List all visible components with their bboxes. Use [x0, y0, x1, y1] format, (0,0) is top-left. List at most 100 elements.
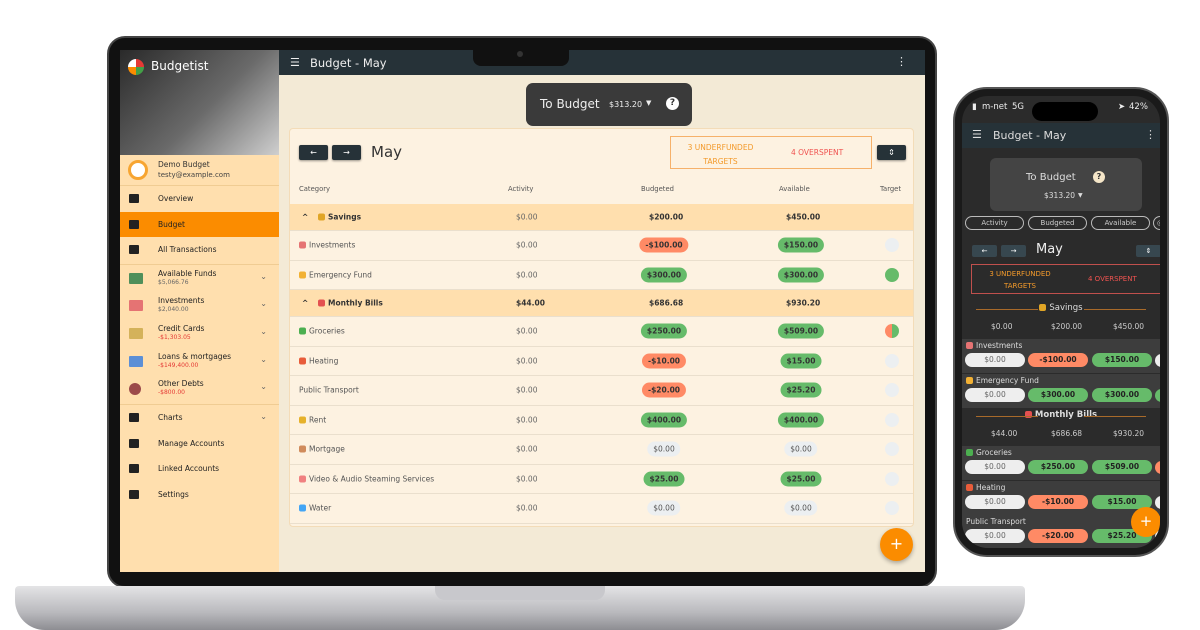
target-indicator[interactable]	[885, 412, 899, 427]
budgeted-input[interactable]: $0.00	[647, 441, 681, 457]
target-indicator[interactable]	[885, 353, 899, 368]
sidebar-item-settings[interactable]: Settings	[120, 482, 279, 507]
prev-month-button[interactable]: ←	[299, 145, 328, 160]
category-group-row[interactable]: ^ Savings $0.00 $200.00 $450.00	[290, 204, 913, 231]
target-indicator[interactable]	[885, 324, 899, 339]
prev-month-button[interactable]: ←	[972, 245, 997, 257]
budgeted-input[interactable]: -$20.00	[1028, 529, 1088, 543]
expand-collapse-button[interactable]: ⇕	[877, 145, 906, 160]
target-indicator[interactable]	[1155, 495, 1160, 509]
target-indicator[interactable]	[885, 238, 899, 253]
caret-down-icon[interactable]: ▼	[646, 99, 652, 107]
category-row[interactable]: Investments $0.00 -$100.00 $150.00	[290, 231, 913, 261]
hamburger-menu-icon[interactable]: ☰	[290, 56, 300, 69]
hamburger-menu-icon[interactable]: ☰	[972, 128, 982, 141]
category-row[interactable]: Groceries $0.00 $250.00 $509.00	[962, 446, 1160, 480]
underfunded-targets-alert[interactable]: 3 UNDERFUNDED TARGETS	[989, 270, 1051, 290]
category-row[interactable]: Mortgage $0.00 $0.00 $0.00	[290, 435, 913, 465]
budgeted-input[interactable]: -$10.00	[1028, 494, 1088, 509]
category-row[interactable]: Heating $0.00 -$10.00 $15.00	[290, 347, 913, 376]
target-indicator[interactable]	[1155, 354, 1160, 367]
target-indicator[interactable]	[1155, 461, 1160, 474]
budgeted-input[interactable]: $400.00	[640, 412, 688, 428]
budgeted-input[interactable]: -$20.00	[641, 382, 687, 398]
category-row[interactable]: Groceries $0.00 $250.00 $509.00	[290, 317, 913, 347]
caret-down-icon[interactable]: ▼	[1078, 192, 1083, 199]
month-title: May	[371, 143, 403, 161]
help-icon[interactable]: ?	[666, 97, 679, 110]
category-group-header[interactable]: Monthly Bills	[962, 410, 1160, 420]
chevron-down-icon[interactable]: ⌄	[260, 382, 267, 392]
budgeted-input[interactable]: -$10.00	[641, 353, 687, 369]
chevron-down-icon[interactable]: ⌄	[260, 354, 267, 364]
target-indicator[interactable]	[885, 383, 899, 398]
category-row[interactable]: Emergency Fund $0.00 $300.00 $300.00	[290, 261, 913, 290]
add-fab-button[interactable]: +	[1131, 507, 1160, 537]
budgeted-input[interactable]: $250.00	[1028, 460, 1088, 474]
category-row[interactable]: Water $0.00 $0.00 $0.00	[290, 494, 913, 524]
to-budget-panel[interactable]: To Budget ? $313.20 ▼	[990, 158, 1142, 211]
overspent-alert[interactable]: 4 OVERSPENT	[791, 148, 844, 157]
next-month-button[interactable]: →	[332, 145, 361, 160]
sidebar-item-linked-accounts[interactable]: Linked Accounts	[120, 456, 279, 481]
budgeted-input[interactable]: $300.00	[640, 267, 688, 283]
category-row[interactable]: Investments $0.00 -$100.00 $150.00	[962, 339, 1160, 373]
target-indicator[interactable]	[885, 471, 899, 486]
app-name: Budgetist	[151, 59, 209, 73]
category-row[interactable]: Heating $0.00 -$10.00 $15.00	[962, 480, 1160, 515]
budgeted-input[interactable]: $0.00	[647, 500, 681, 516]
category-group-row[interactable]: ^ Monthly Bills $44.00 $686.68 $930.20	[290, 290, 913, 317]
chevron-down-icon[interactable]: ⌄	[260, 326, 267, 336]
add-fab-button[interactable]: +	[880, 528, 913, 561]
next-month-button[interactable]: →	[1001, 245, 1026, 257]
chevron-up-icon[interactable]: ^	[302, 298, 309, 308]
chip-available[interactable]: Available	[1091, 216, 1150, 230]
sidebar-item-charts[interactable]: Charts ⌄	[120, 405, 279, 430]
sidebar-account-credit-cards[interactable]: Credit Cards -$1,303.05 ⌄	[120, 320, 279, 348]
target-indicator[interactable]	[1155, 530, 1160, 543]
sidebar-item-all-transactions[interactable]: All Transactions	[120, 237, 279, 262]
droplet-icon	[299, 504, 306, 512]
more-vert-icon[interactable]: ⋮	[1145, 128, 1156, 141]
sidebar-account-investments[interactable]: Investments $2,040.00 ⌄	[120, 292, 279, 320]
help-icon[interactable]: ?	[1093, 171, 1105, 183]
sidebar-item-overview[interactable]: Overview	[120, 186, 279, 211]
budgeted-input[interactable]: -$100.00	[1028, 353, 1088, 367]
category-group-header[interactable]: Savings	[962, 303, 1160, 313]
sidebar-item-budget[interactable]: Budget	[120, 211, 279, 237]
category-row[interactable]: Emergency Fund $0.00 $300.00 $300.00	[962, 373, 1160, 408]
more-vert-icon[interactable]: ⋮	[896, 55, 907, 68]
category-row[interactable]: Public Transport $0.00 -$20.00 $25.20	[290, 376, 913, 406]
user-profile[interactable]: Demo Budget testy@example.com	[120, 155, 279, 186]
budgeted-input[interactable]: -$100.00	[639, 237, 689, 253]
alerts-banner[interactable]: 3 UNDERFUNDED TARGETS 4 OVERSPENT	[670, 136, 872, 169]
chevron-down-icon[interactable]: ⌄	[260, 271, 267, 281]
underfunded-targets-alert[interactable]: 3 UNDERFUNDED TARGETS	[687, 143, 754, 166]
group-available: $450.00	[1113, 322, 1145, 331]
sidebar-account-other-debts[interactable]: Other Debts -$800.00 ⌄	[120, 375, 279, 403]
category-row[interactable]: Rent $0.00 $400.00 $400.00	[290, 406, 913, 435]
alerts-banner[interactable]: 3 UNDERFUNDED TARGETS 4 OVERSPENT	[971, 264, 1160, 294]
budgeted-input[interactable]: $25.00	[643, 471, 685, 487]
target-indicator[interactable]	[885, 442, 899, 457]
chip-budgeted[interactable]: Budgeted	[1028, 216, 1087, 230]
to-budget-panel[interactable]: To Budget $313.20 ▼ ?	[526, 83, 692, 126]
chip-activity[interactable]: Activity	[965, 216, 1024, 230]
sidebar-item-label: All Transactions	[158, 245, 217, 254]
category-row[interactable]: Public Transport $0.00 -$20.00 $25.20	[962, 515, 1160, 548]
target-chip-icon[interactable]: ◎	[1153, 216, 1160, 230]
target-indicator[interactable]	[885, 501, 899, 516]
sidebar-item-manage-accounts[interactable]: Manage Accounts	[120, 431, 279, 456]
chevron-down-icon[interactable]: ⌄	[260, 412, 267, 421]
expand-collapse-button[interactable]: ⇕	[1136, 245, 1160, 257]
target-indicator[interactable]	[885, 267, 899, 282]
target-indicator[interactable]	[1155, 388, 1160, 402]
budgeted-input[interactable]: $250.00	[640, 323, 688, 339]
chevron-up-icon[interactable]: ^	[302, 212, 309, 222]
sidebar-account-available-funds[interactable]: Available Funds $5,066.76 ⌄	[120, 265, 279, 293]
chevron-down-icon[interactable]: ⌄	[260, 299, 267, 309]
category-row[interactable]: Video & Audio Steaming Services $0.00 $25.…	[290, 465, 913, 494]
overspent-alert[interactable]: 4 OVERSPENT	[1088, 275, 1137, 283]
budgeted-input[interactable]: $300.00	[1028, 387, 1088, 402]
sidebar-account-loans-mortgages[interactable]: Loans & mortgages -$149,400.00 ⌄	[120, 348, 279, 376]
